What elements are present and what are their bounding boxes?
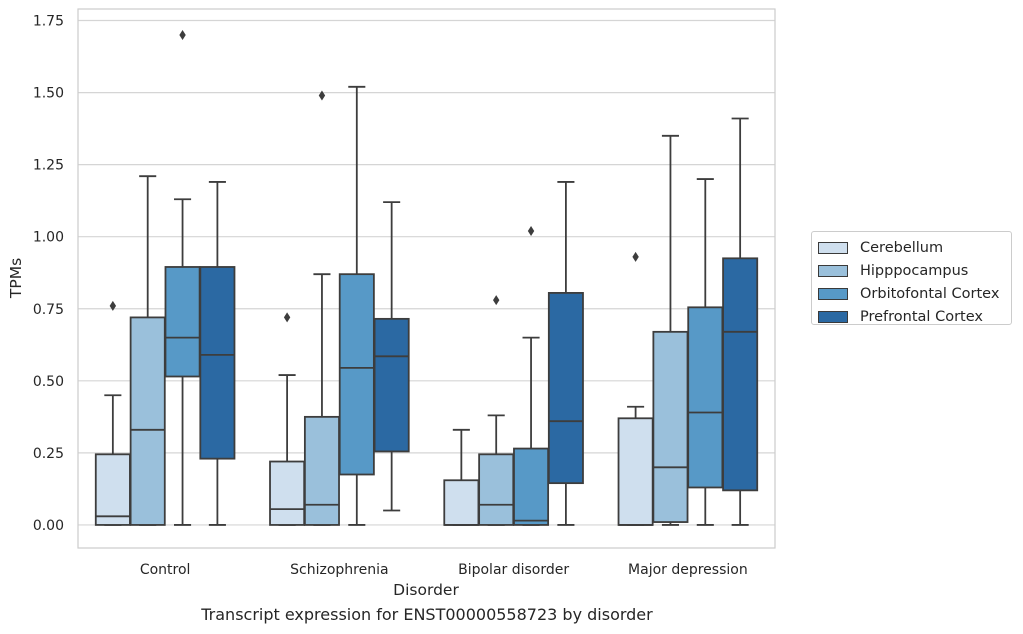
chart-caption: Transcript expression for ENST0000055872… [201, 605, 653, 624]
box-3-2 [687, 178, 724, 526]
outlier-point [179, 29, 186, 40]
box-iqr [478, 453, 515, 526]
box-iqr [617, 417, 654, 526]
y-axis-label: TPMs [7, 258, 25, 299]
box-iqr [443, 479, 480, 526]
box-1-1 [303, 90, 340, 526]
box-1-2 [338, 85, 375, 526]
box-iqr [513, 447, 550, 526]
box-3-1 [652, 134, 689, 526]
x-tick-label: Control [140, 562, 191, 578]
outlier-point [283, 312, 291, 323]
legend-swatch-orbitofrontal-cortex [818, 287, 848, 300]
y-tick-label: 0.00 [33, 518, 64, 534]
box-iqr [94, 453, 131, 526]
box-2-0 [443, 428, 480, 526]
box-iqr [303, 415, 340, 526]
box-iqr [269, 460, 306, 526]
box-iqr [164, 266, 201, 378]
x-tick-label: Major depression [628, 562, 748, 578]
legend: Cerebellum Hipppocampus Orbitofontal Cor… [811, 231, 1012, 325]
box-iqr [687, 306, 724, 489]
legend-swatch-hippocampus [818, 264, 848, 277]
plot-frame [77, 8, 776, 549]
x-tick-labels: Control Schizophrenia Bipolar disorder Majo… [140, 562, 748, 578]
x-tick-label: Bipolar disorder [458, 562, 569, 578]
outlier-point [493, 295, 500, 306]
box-iqr [373, 317, 410, 453]
outlier-point [527, 225, 535, 236]
box-iqr [547, 292, 584, 485]
legend-item-hippocampus: Hipppocampus [818, 259, 1011, 282]
box-iqr [722, 257, 759, 492]
y-tick-label: 1.25 [33, 158, 64, 174]
outlier-point [318, 90, 326, 101]
box-0-0 [94, 300, 131, 526]
y-tick-label: 1.50 [33, 86, 64, 102]
y-tick-label: 0.25 [33, 446, 64, 462]
y-tick-label: 0.50 [33, 374, 64, 390]
legend-label-orbitofrontal-cortex: Orbitofontal Cortex [860, 285, 1000, 302]
x-tick-label: Schizophrenia [290, 562, 388, 578]
y-tick-label: 0.75 [33, 302, 64, 318]
box-3-3 [722, 117, 759, 526]
outlier-point [632, 251, 639, 262]
legend-swatch-prefrontal-cortex [818, 310, 848, 323]
boxes-layer [94, 29, 759, 526]
box-0-3 [199, 181, 236, 526]
box-2-1 [478, 295, 515, 526]
legend-label-prefrontal-cortex: Prefrontal Cortex [860, 308, 983, 325]
box-2-2 [513, 225, 550, 526]
y-tick-labels: 0.00 0.25 0.50 0.75 1.00 1.25 1.50 1.75 [33, 14, 64, 534]
y-tick-label: 1.00 [33, 230, 64, 246]
y-tick-label: 1.75 [33, 14, 64, 30]
box-1-3 [373, 201, 410, 512]
outlier-point [109, 300, 117, 311]
legend-item-cerebellum: Cerebellum [818, 236, 1011, 259]
box-iqr [199, 266, 236, 460]
box-iqr [652, 330, 689, 523]
box-0-1 [129, 175, 166, 526]
box-2-3 [547, 181, 584, 526]
box-iqr [129, 316, 166, 526]
x-axis-label: Disorder [393, 581, 459, 599]
legend-item-prefrontal-cortex: Prefrontal Cortex [818, 305, 1011, 328]
box-iqr [338, 273, 375, 476]
box-1-0 [269, 312, 306, 526]
legend-swatch-cerebellum [818, 241, 848, 254]
box-0-2 [164, 29, 201, 526]
legend-label-hippocampus: Hipppocampus [860, 262, 969, 279]
legend-item-orbitofrontal-cortex: Orbitofontal Cortex [818, 282, 1011, 305]
legend-label-cerebellum: Cerebellum [860, 239, 944, 256]
box-3-0 [617, 251, 654, 526]
